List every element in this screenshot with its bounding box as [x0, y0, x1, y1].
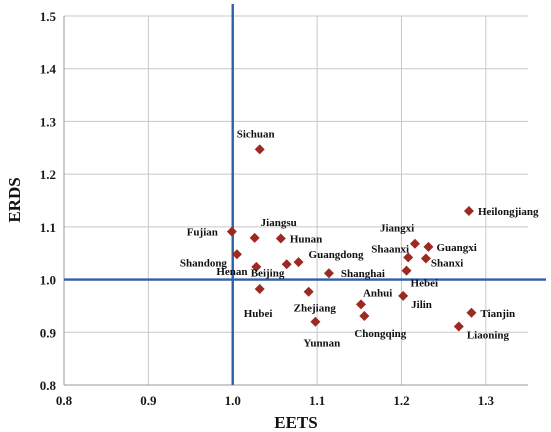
data-point-guangxi: [423, 241, 434, 252]
point-label-sichuan: Sichuan: [237, 128, 275, 140]
point-labels: Sichuan Heilongjiang Jiangsu Fujian Hunan Jia…: [180, 128, 539, 349]
data-point-shaanxi: [403, 252, 414, 263]
data-point-anhui: [355, 299, 366, 310]
point-label-jiangsu: Jiangsu: [261, 217, 297, 229]
point-label-fujian: Fujian: [187, 227, 218, 239]
x-tick-label: 1.0: [225, 393, 241, 408]
point-label-chongqing: Chongqing: [354, 328, 406, 340]
point-label-hubei: Hubei: [244, 308, 273, 320]
data-point-sichuan: [254, 144, 265, 155]
data-point-hebei: [401, 265, 412, 276]
point-label-shanxi: Shanxi: [431, 257, 463, 269]
data-point-yunnan: [310, 316, 321, 327]
data-point-shandong: [231, 249, 242, 260]
y-tick-label: 1.0: [40, 273, 56, 288]
tick-labels: 0.8 0.9 1.0 1.1 1.2 1.3 0.8 0.9 1.0 1.1 1.2 1.3 1.4 1…: [40, 9, 495, 408]
point-label-zhejiang: Zhejiang: [294, 303, 337, 315]
point-label-yunnan: Yunnan: [303, 338, 340, 350]
point-label-tianjin: Tianjin: [480, 308, 515, 320]
y-tick-label: 1.3: [40, 114, 57, 129]
point-label-beijing: Beijing: [251, 267, 285, 279]
y-tick-label: 1.1: [40, 220, 56, 235]
x-tick-label: 0.8: [56, 393, 73, 408]
data-point-henan: [251, 261, 262, 272]
data-point-shanxi: [420, 253, 431, 264]
data-point-fujian: [226, 226, 237, 237]
y-tick-label: 1.2: [40, 167, 56, 182]
y-tick-label: 1.4: [40, 62, 57, 77]
point-label-shaanxi: Shaanxi: [371, 243, 409, 255]
x-tick-label: 1.2: [393, 393, 409, 408]
data-point-jiangxi: [409, 238, 420, 249]
data-point-zhejiang: [303, 286, 314, 297]
x-tick-label: 1.1: [309, 393, 325, 408]
data-point-shanghai: [323, 268, 334, 279]
point-label-henan: Henan: [216, 266, 247, 278]
x-tick-label: 1.3: [478, 393, 495, 408]
plot-frame: [63, 16, 528, 386]
reference-lines: [64, 4, 546, 385]
point-label-guangdong: Guangdong: [309, 249, 365, 261]
data-point-chongqing: [359, 310, 370, 321]
data-point-heilongjiang: [463, 206, 474, 217]
point-label-jilin: Jilin: [411, 299, 432, 311]
point-label-guangxi: Guangxi: [436, 242, 476, 254]
y-tick-label: 0.8: [40, 378, 57, 393]
point-label-jiangxi: Jiangxi: [380, 223, 414, 235]
data-points: [226, 144, 477, 332]
point-label-anhui: Anhui: [363, 287, 392, 299]
point-label-heilongjiang: Heilongjiang: [478, 206, 539, 218]
data-point-guangdong: [293, 257, 304, 268]
point-label-hunan: Hunan: [290, 233, 322, 245]
point-label-shanghai: Shanghai: [341, 268, 385, 280]
data-point-hunan: [275, 233, 286, 244]
y-tick-label: 0.9: [40, 325, 57, 340]
data-point-liaoning: [453, 321, 464, 332]
y-tick-label: 1.5: [40, 9, 57, 24]
data-point-hubei: [254, 284, 265, 295]
y-axis-title: ERDS: [5, 177, 24, 222]
data-point-tianjin: [466, 307, 477, 318]
point-label-shandong: Shandong: [180, 257, 228, 269]
data-point-beijing: [281, 259, 292, 270]
data-point-jiangsu: [249, 232, 260, 243]
x-tick-label: 0.9: [140, 393, 157, 408]
point-label-liaoning: Liaoning: [467, 329, 510, 341]
x-axis-title: EETS: [274, 413, 317, 432]
data-point-jilin: [398, 290, 409, 301]
point-label-hebei: Hebei: [411, 278, 439, 290]
